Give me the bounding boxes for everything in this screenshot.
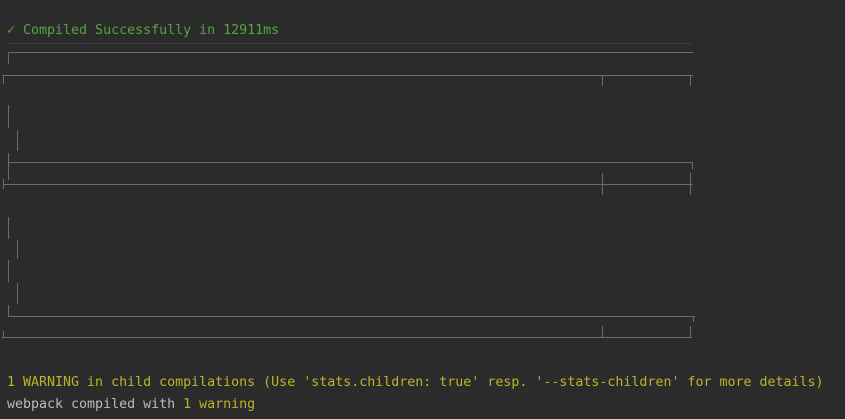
table-border-segment xyxy=(692,162,693,169)
table-border-segment xyxy=(8,316,695,317)
table-border-segment xyxy=(8,153,9,180)
table-border-segment xyxy=(3,75,4,84)
table-border-segment xyxy=(690,75,691,86)
table-border-segment xyxy=(7,43,693,44)
compile-success-message: ✓ Compiled Successfully in 12911ms xyxy=(7,23,280,38)
table-border-segment xyxy=(693,316,694,322)
table-border-segment xyxy=(8,105,9,128)
table-border-segment xyxy=(17,283,18,304)
table-border-segment xyxy=(690,326,691,338)
table-border-segment xyxy=(3,179,4,189)
table-border-segment xyxy=(2,75,693,76)
table-border-segment xyxy=(8,217,9,239)
table-border-segment xyxy=(8,52,9,64)
table-border-segment xyxy=(3,331,4,338)
table-border-segment xyxy=(602,326,603,338)
table-border-segment xyxy=(3,184,693,185)
child-compilation-warning-message: 1 WARNING in child compilations (Use 'st… xyxy=(7,375,824,390)
webpack-result-prefix: webpack compiled with xyxy=(7,397,184,412)
table-border-segment xyxy=(8,260,9,282)
table-border-segment xyxy=(8,162,693,163)
table-border-segment xyxy=(17,130,18,151)
webpack-result-line: webpack compiled with 1 warning xyxy=(7,394,255,416)
table-border-segment xyxy=(2,337,692,338)
table-border-segment xyxy=(690,173,691,195)
warning-count-badge: 1 warning xyxy=(183,397,256,412)
table-border-segment xyxy=(602,75,603,86)
table-border-segment xyxy=(8,52,693,53)
table-border-segment xyxy=(17,240,18,259)
table-border-segment xyxy=(8,305,9,317)
table-border-segment xyxy=(602,173,603,195)
